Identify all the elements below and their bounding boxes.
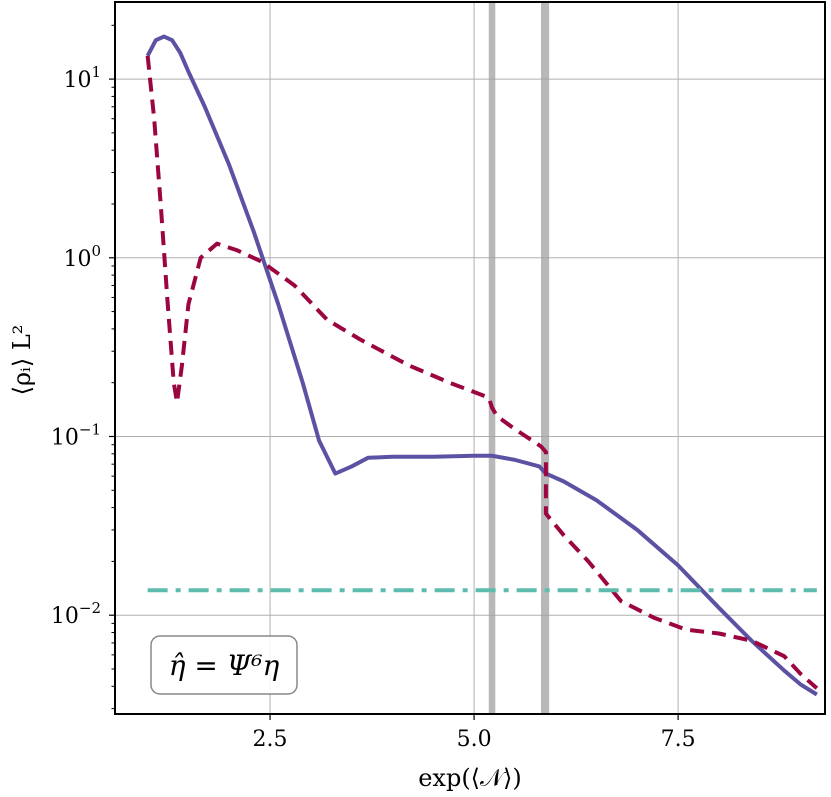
annotation-box: η̂ = Ψ⁶η bbox=[150, 635, 298, 695]
annotation-text: η̂ = Ψ⁶η bbox=[169, 649, 280, 682]
vertical-bands bbox=[488, 2, 550, 714]
vertical-band bbox=[541, 2, 550, 714]
axis-ticks: 2.5 5.0 7.5 101 100 10−1 10−2 bbox=[51, 24, 696, 752]
annotation-frame bbox=[150, 635, 298, 695]
y-axis-label: ⟨ρᵢ⟩ L² bbox=[8, 325, 36, 396]
y-tick-label: 100 bbox=[63, 242, 101, 272]
vertical-band bbox=[488, 2, 496, 714]
x-tick-label: 5.0 bbox=[457, 727, 492, 752]
y-tick-label: 101 bbox=[63, 63, 101, 93]
y-tick-label: 10−2 bbox=[51, 599, 101, 629]
plot-frame bbox=[114, 1, 826, 715]
x-tick-label: 2.5 bbox=[253, 727, 288, 752]
series-lines bbox=[145, 34, 819, 697]
x-axis-label: exp(⟨𝒩⟩) bbox=[418, 764, 522, 792]
x-tick-label: 7.5 bbox=[661, 727, 696, 752]
series-line-solid bbox=[145, 34, 818, 697]
grid bbox=[115, 2, 825, 714]
series-line-dashed bbox=[145, 55, 819, 690]
y-tick-label: 10−1 bbox=[51, 420, 101, 450]
